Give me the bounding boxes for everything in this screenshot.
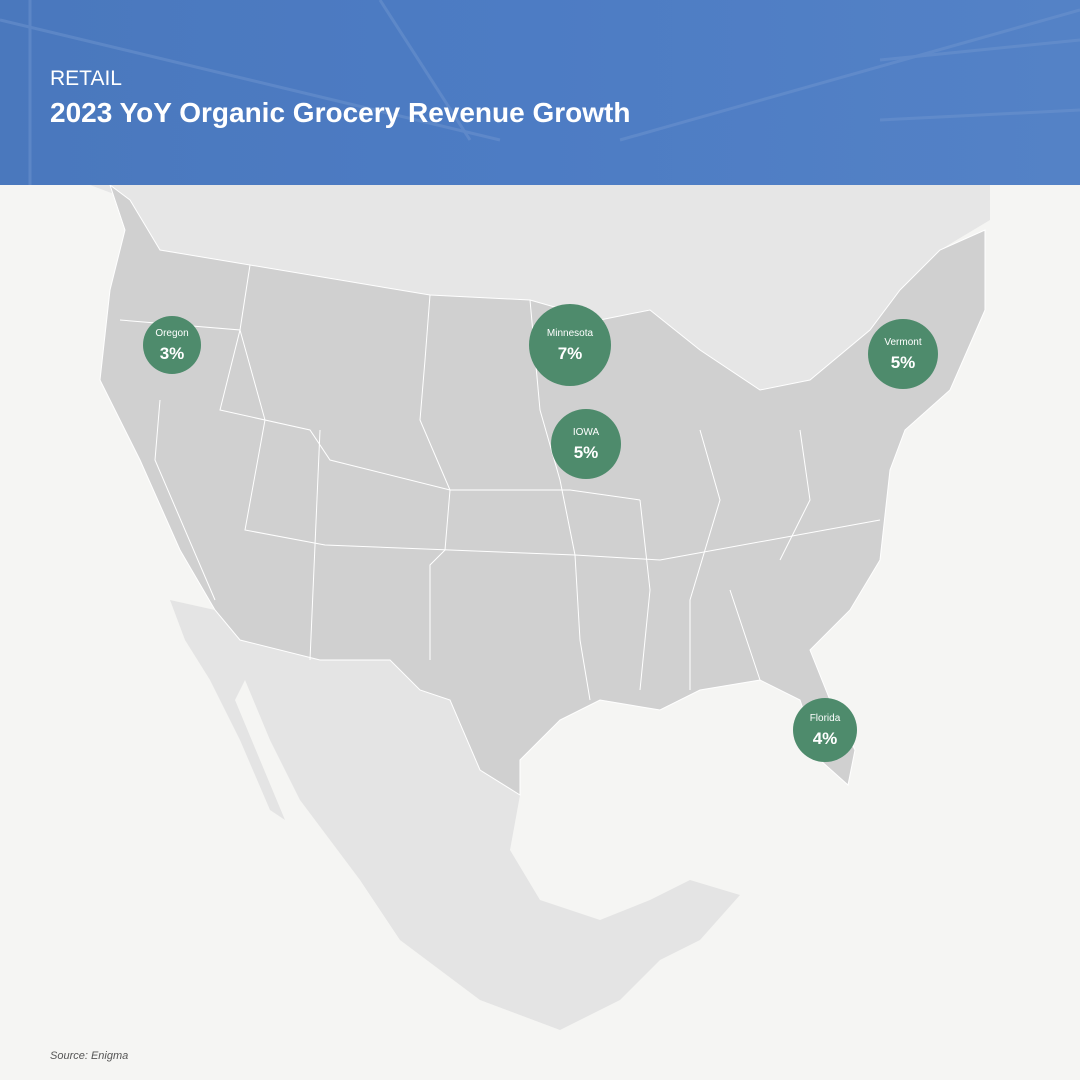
canada	[90, 185, 990, 390]
marker-value: 3%	[160, 344, 185, 363]
source: Source: Enigma	[50, 1050, 128, 1062]
markers: Oregon 3% Minnesota 7% IOWA 5% Vermont 5% Florid…	[143, 304, 938, 762]
marker-label: Oregon	[155, 328, 188, 339]
marker-label: Minnesota	[547, 328, 594, 339]
marker-bubble	[551, 409, 621, 479]
marker-bubble	[868, 319, 938, 389]
header-title: 2023 YoY Organic Grocery Revenue Growth	[50, 97, 630, 128]
marker-label: IOWA	[573, 427, 600, 438]
marker-value: 4%	[813, 729, 838, 748]
marker-value: 5%	[891, 353, 916, 372]
marker-bubble	[529, 304, 611, 386]
marker-bubble	[143, 316, 201, 374]
marker-value: 5%	[574, 443, 599, 462]
marker-bubble	[793, 698, 857, 762]
marker-value: 7%	[558, 344, 583, 363]
header-texture	[0, 0, 1080, 185]
state-borders	[119, 264, 881, 701]
header-category: RETAIL	[50, 67, 122, 90]
marker-label: Florida	[810, 713, 841, 724]
header-banner	[0, 0, 1080, 185]
mexico	[170, 600, 740, 1030]
marker-label: Vermont	[884, 337, 921, 348]
